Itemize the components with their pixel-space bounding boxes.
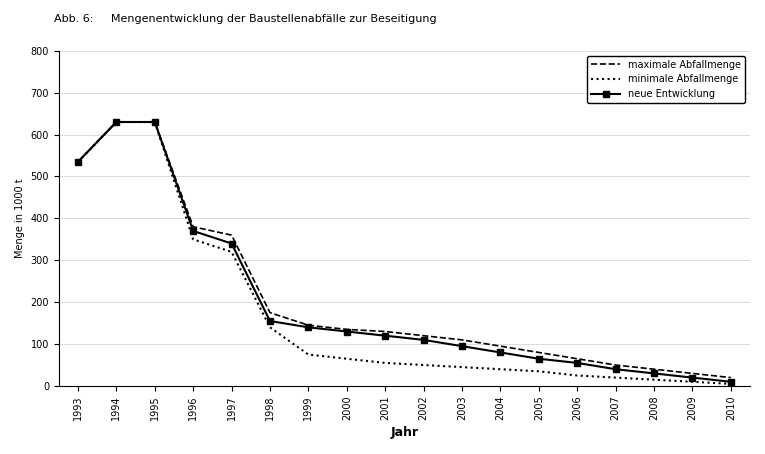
neue Entwicklung <box>726 379 735 385</box>
minimale Abfallmenge <box>726 381 735 387</box>
maximale Abfallmenge <box>534 350 543 355</box>
maximale Abfallmenge <box>688 370 697 376</box>
minimale Abfallmenge <box>649 377 659 382</box>
minimale Abfallmenge <box>573 373 582 378</box>
Line: minimale Abfallmenge: minimale Abfallmenge <box>78 122 731 384</box>
minimale Abfallmenge <box>73 159 83 164</box>
neue Entwicklung <box>688 375 697 380</box>
maximale Abfallmenge <box>419 333 428 338</box>
maximale Abfallmenge <box>227 232 236 238</box>
neue Entwicklung <box>611 366 620 372</box>
Line: maximale Abfallmenge: maximale Abfallmenge <box>78 122 731 378</box>
neue Entwicklung <box>265 318 275 324</box>
neue Entwicklung <box>150 119 159 125</box>
neue Entwicklung <box>227 241 236 246</box>
neue Entwicklung <box>649 370 659 376</box>
neue Entwicklung <box>573 360 582 365</box>
maximale Abfallmenge <box>611 362 620 368</box>
minimale Abfallmenge <box>304 352 313 357</box>
maximale Abfallmenge <box>381 329 390 334</box>
minimale Abfallmenge <box>227 249 236 255</box>
neue Entwicklung <box>112 119 121 125</box>
maximale Abfallmenge <box>73 159 83 164</box>
Line: neue Entwicklung: neue Entwicklung <box>75 119 734 385</box>
maximale Abfallmenge <box>573 356 582 361</box>
neue Entwicklung <box>381 333 390 338</box>
maximale Abfallmenge <box>265 310 275 316</box>
maximale Abfallmenge <box>457 337 467 343</box>
minimale Abfallmenge <box>112 119 121 125</box>
neue Entwicklung <box>534 356 543 361</box>
neue Entwicklung <box>457 343 467 349</box>
maximale Abfallmenge <box>189 224 198 229</box>
minimale Abfallmenge <box>189 237 198 242</box>
minimale Abfallmenge <box>688 379 697 385</box>
maximale Abfallmenge <box>112 119 121 125</box>
maximale Abfallmenge <box>496 343 505 349</box>
minimale Abfallmenge <box>381 360 390 365</box>
Text: Abb. 6:     Mengenentwicklung der Baustellenabfälle zur Beseitigung: Abb. 6: Mengenentwicklung der Baustellen… <box>54 14 436 24</box>
maximale Abfallmenge <box>342 327 351 332</box>
maximale Abfallmenge <box>304 322 313 328</box>
minimale Abfallmenge <box>265 325 275 330</box>
neue Entwicklung <box>73 159 83 164</box>
neue Entwicklung <box>304 325 313 330</box>
maximale Abfallmenge <box>649 366 659 372</box>
neue Entwicklung <box>419 337 428 343</box>
X-axis label: Jahr: Jahr <box>390 426 418 439</box>
neue Entwicklung <box>189 228 198 234</box>
maximale Abfallmenge <box>726 375 735 380</box>
neue Entwicklung <box>342 329 351 334</box>
minimale Abfallmenge <box>534 369 543 374</box>
minimale Abfallmenge <box>496 366 505 372</box>
Legend: maximale Abfallmenge, minimale Abfallmenge, neue Entwicklung: maximale Abfallmenge, minimale Abfallmen… <box>588 56 745 103</box>
minimale Abfallmenge <box>611 375 620 380</box>
minimale Abfallmenge <box>342 356 351 361</box>
maximale Abfallmenge <box>150 119 159 125</box>
minimale Abfallmenge <box>150 119 159 125</box>
minimale Abfallmenge <box>457 365 467 370</box>
neue Entwicklung <box>496 350 505 355</box>
Y-axis label: Menge in 1000 t: Menge in 1000 t <box>15 178 25 258</box>
minimale Abfallmenge <box>419 362 428 368</box>
